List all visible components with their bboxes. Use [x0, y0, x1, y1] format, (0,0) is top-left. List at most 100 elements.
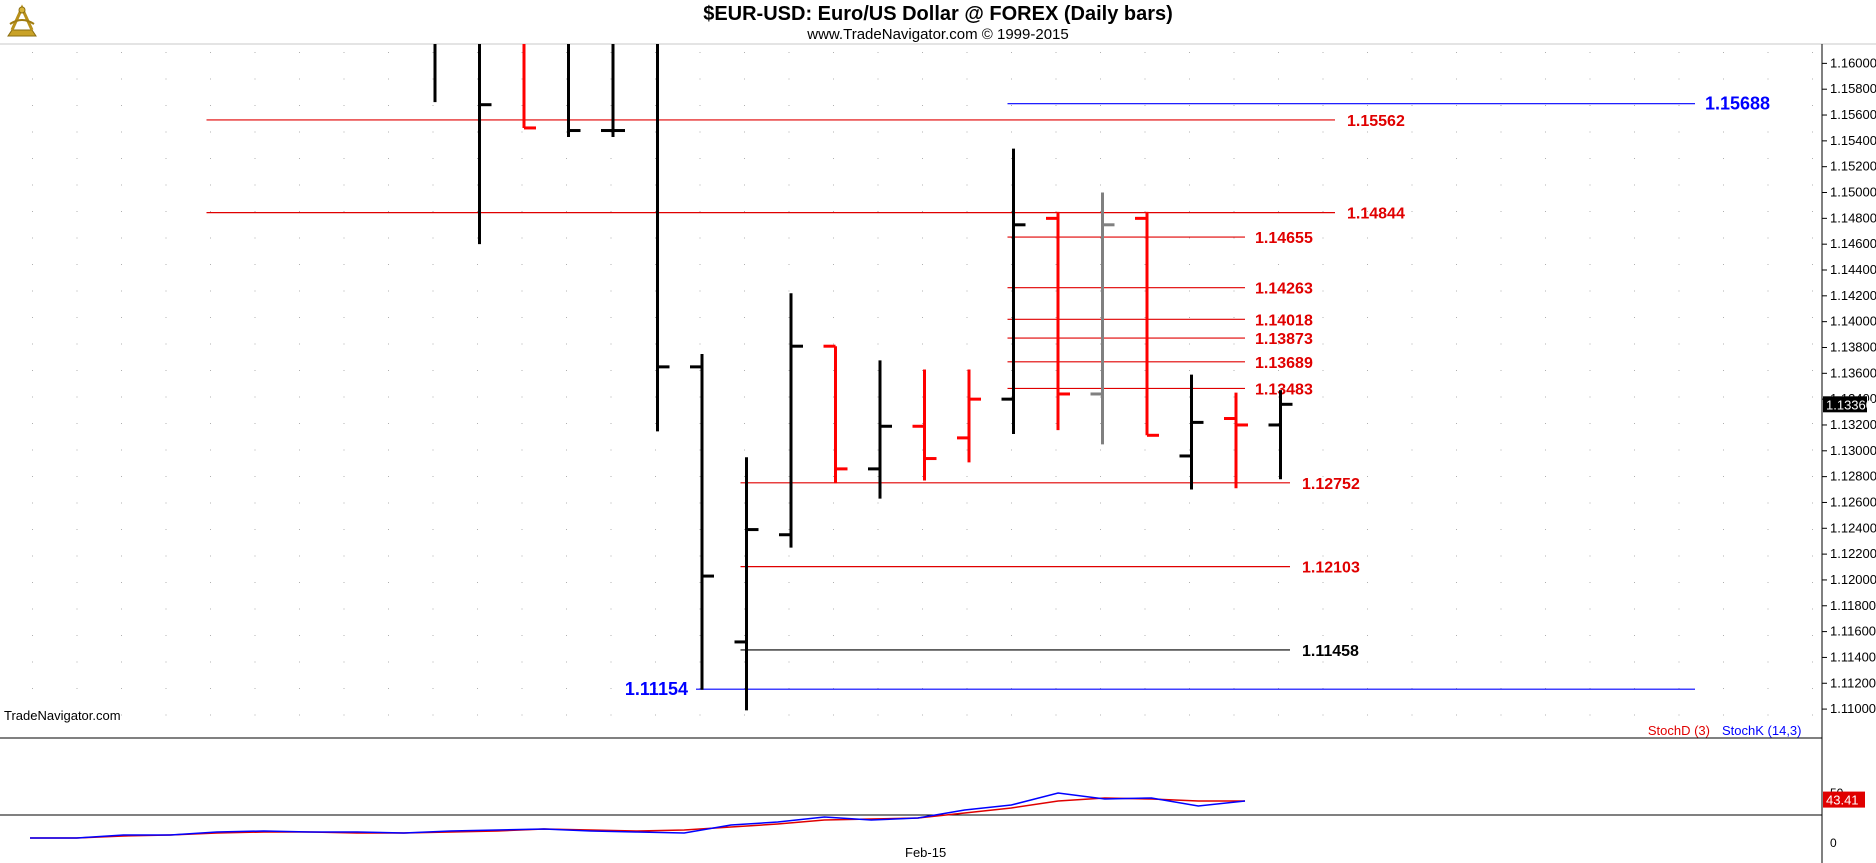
grid-dot [566, 661, 567, 663]
grid-dot [165, 343, 167, 345]
grid-dot [343, 343, 345, 345]
grid-dot [343, 582, 345, 583]
title-bar: $EUR-USD: Euro/US Dollar @ FOREX (Daily … [0, 0, 1876, 44]
grid-dot [432, 476, 434, 477]
grid-dot [343, 370, 345, 371]
grid-dot [1634, 211, 1635, 212]
grid-dot [966, 158, 968, 159]
grid-dot [388, 131, 389, 133]
grid-dot [966, 105, 968, 106]
grid-dot [1011, 317, 1012, 318]
grid-dot [1500, 714, 1502, 716]
grid-dot [788, 476, 790, 477]
grid-dot [1100, 264, 1101, 265]
grid-dot [299, 608, 300, 610]
last-price-label: 1.13360 [1826, 397, 1873, 412]
grid-dot [254, 635, 256, 636]
grid-dot [1589, 529, 1591, 530]
grid-dot [566, 396, 567, 398]
grid-dot [521, 476, 523, 477]
grid-dot [922, 714, 923, 716]
grid-dot [1634, 78, 1635, 80]
grid-dot [165, 290, 167, 292]
grid-dot [1367, 343, 1368, 345]
grid-dot [655, 423, 656, 424]
grid-dot [299, 343, 300, 345]
grid-dot [432, 105, 434, 106]
grid-dot [1456, 449, 1457, 451]
grid-dot [1589, 237, 1591, 239]
grid-dot [1723, 608, 1724, 610]
grid-dot [699, 661, 701, 663]
grid-dot [1678, 52, 1680, 53]
grid-dot [1634, 184, 1635, 186]
grid-dot [877, 317, 879, 318]
grid-dot [343, 290, 345, 292]
grid-dot [1322, 555, 1324, 557]
grid-dot [922, 555, 923, 557]
grid-dot [1233, 396, 1235, 398]
grid-dot [833, 211, 834, 212]
grid-dot [744, 264, 745, 265]
grid-dot [1011, 370, 1012, 371]
grid-dot [343, 714, 345, 716]
grid-dot [1545, 688, 1546, 689]
grid-dot [1723, 476, 1724, 477]
grid-dot [1233, 608, 1235, 610]
grid-dot [1322, 131, 1324, 133]
grid-dot [1456, 688, 1457, 689]
grid-dot [833, 529, 834, 530]
grid-dot [254, 290, 256, 292]
grid-dot [788, 529, 790, 530]
grid-dot [1767, 211, 1769, 212]
grid-dot [521, 211, 523, 212]
grid-dot [1634, 423, 1635, 424]
grid-dot [1189, 476, 1190, 477]
grid-dot [788, 317, 790, 318]
grid-dot [477, 237, 478, 239]
grid-dot [1456, 502, 1457, 504]
y-tick-label: 1.14200 [1830, 288, 1876, 303]
grid-dot [76, 714, 78, 716]
grid-dot [1144, 211, 1146, 212]
grid-dot [1011, 290, 1012, 292]
grid-dot [76, 476, 78, 477]
grid-dot [254, 184, 256, 186]
y-tick-label: 1.15400 [1830, 133, 1876, 148]
grid-dot [566, 131, 567, 133]
grid-dot [699, 714, 701, 716]
grid-dot [744, 343, 745, 345]
grid-dot [1634, 688, 1635, 689]
grid-dot [1100, 635, 1101, 636]
grid-dot [833, 158, 834, 159]
grid-dot [210, 476, 211, 477]
grid-dot [210, 661, 211, 663]
grid-dot [76, 661, 78, 663]
grid-dot [566, 476, 567, 477]
grid-dot [343, 608, 345, 610]
grid-dot [966, 290, 968, 292]
grid-dot [1589, 635, 1591, 636]
level-label: 1.14263 [1255, 281, 1313, 298]
grid-dot [1545, 343, 1546, 345]
grid-dot [833, 317, 834, 318]
grid-dot [744, 396, 745, 398]
grid-dot [1233, 158, 1235, 159]
grid-dot [699, 317, 701, 318]
grid-dot [388, 211, 389, 212]
level-label: 1.13689 [1255, 355, 1313, 372]
grid-dot [521, 661, 523, 663]
grid-dot [744, 476, 745, 477]
grid-dot [877, 635, 879, 636]
grid-dot [76, 211, 78, 212]
grid-dot [655, 211, 656, 212]
grid-dot [1144, 370, 1146, 371]
grid-dot [32, 211, 33, 212]
grid-dot [610, 78, 612, 80]
grid-dot [1100, 582, 1101, 583]
grid-dot [1278, 449, 1279, 451]
grid-dot [833, 476, 834, 477]
grid-dot [1678, 158, 1680, 159]
grid-dot [833, 449, 834, 451]
grid-dot [1322, 423, 1324, 424]
